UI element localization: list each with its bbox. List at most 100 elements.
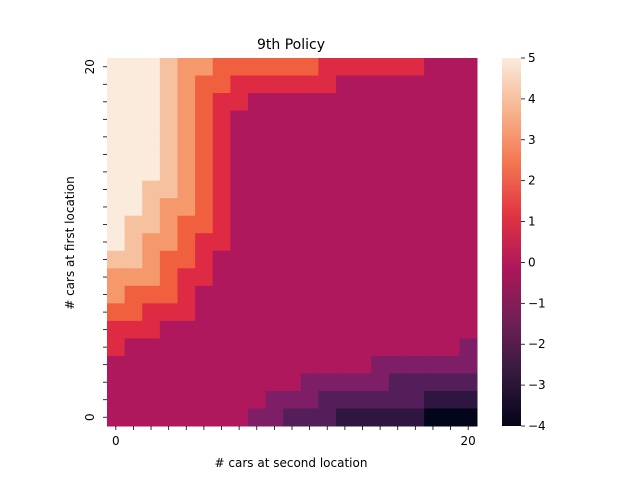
heatmap-cell	[177, 180, 196, 199]
heatmap-cell	[177, 355, 196, 374]
heatmap-cell	[124, 128, 143, 147]
heatmap-cell	[247, 58, 267, 77]
heatmap-cell	[212, 408, 231, 427]
heatmap-cell	[230, 390, 249, 409]
heatmap-cell	[177, 110, 196, 129]
heatmap-cell	[265, 390, 284, 409]
heatmap-cell	[177, 93, 196, 112]
heatmap-cell	[159, 58, 178, 77]
heatmap-cell	[336, 145, 355, 164]
heatmap-cell	[406, 93, 425, 112]
colorbar-tick-label: −4	[528, 419, 546, 433]
heatmap-cell	[212, 285, 231, 304]
heatmap-cell	[107, 320, 126, 339]
heatmap-cell	[230, 75, 249, 94]
heatmap-cell	[388, 215, 408, 234]
heatmap-cell	[388, 285, 408, 304]
heatmap-cell	[247, 250, 267, 269]
heatmap-cell	[406, 338, 425, 357]
heatmap-cell	[318, 180, 337, 199]
x-tick-label: 20	[461, 434, 476, 448]
heatmap-cell	[124, 355, 143, 374]
heatmap-cell	[318, 233, 337, 252]
heatmap-cell	[283, 250, 302, 269]
heatmap-cell	[424, 408, 443, 427]
heatmap-cell	[283, 180, 302, 199]
heatmap-cell	[212, 163, 231, 182]
heatmap-cell	[300, 163, 319, 182]
heatmap-cell	[441, 145, 460, 164]
heatmap-cell	[300, 128, 319, 147]
heatmap-cell	[177, 145, 196, 164]
colorbar-tick-label: 0	[528, 255, 536, 269]
heatmap-cell	[124, 320, 143, 339]
heatmap-cell	[142, 75, 161, 94]
heatmap-cell	[212, 303, 231, 322]
heatmap-cell	[107, 355, 126, 374]
heatmap-cell	[159, 268, 178, 287]
heatmap-cell	[159, 338, 178, 357]
heatmap-cell	[177, 268, 196, 287]
heatmap-cell	[247, 110, 267, 129]
heatmap-cell	[406, 408, 425, 427]
heatmap-cell	[247, 390, 267, 409]
heatmap-cell	[265, 180, 284, 199]
heatmap-cell	[406, 215, 425, 234]
heatmap-cell	[424, 250, 443, 269]
heatmap-cell	[159, 75, 178, 94]
heatmap-cell	[318, 285, 337, 304]
heatmap-cell	[406, 268, 425, 287]
heatmap-cell	[441, 408, 460, 427]
heatmap-cell	[459, 285, 478, 304]
heatmap-cell	[336, 163, 355, 182]
heatmap-cell	[177, 215, 196, 234]
heatmap-cell	[371, 408, 390, 427]
heatmap-cell	[177, 303, 196, 322]
heatmap-cell	[195, 303, 214, 322]
heatmap-cell	[212, 75, 231, 94]
heatmap-cell	[107, 75, 126, 94]
heatmap-cell	[388, 303, 408, 322]
heatmap-cell	[353, 408, 372, 427]
heatmap-cell	[247, 128, 267, 147]
heatmap-cell	[107, 58, 126, 77]
heatmap-cell	[318, 75, 337, 94]
heatmap-cell	[371, 75, 390, 94]
heatmap-cell	[424, 58, 443, 77]
heatmap-cell	[283, 58, 302, 77]
heatmap-cell	[230, 180, 249, 199]
heatmap-cell	[265, 145, 284, 164]
heatmap-cell	[212, 128, 231, 147]
heatmap-cell	[283, 128, 302, 147]
heatmap-cell	[441, 355, 460, 374]
heatmap-cell	[265, 163, 284, 182]
heatmap-cell	[230, 338, 249, 357]
heatmap-cell	[265, 75, 284, 94]
x-axis-label: # cars at second location	[215, 456, 368, 470]
heatmap-cell	[195, 58, 214, 77]
heatmap-cell	[406, 128, 425, 147]
heatmap-cell	[459, 180, 478, 199]
heatmap-cell	[441, 198, 460, 217]
heatmap-cell	[177, 408, 196, 427]
heatmap-cell	[300, 93, 319, 112]
heatmap-cell	[230, 163, 249, 182]
heatmap-cell	[195, 145, 214, 164]
heatmap-cell	[142, 373, 161, 392]
heatmap-cell	[283, 373, 302, 392]
heatmap-cell	[424, 268, 443, 287]
heatmap-cell	[406, 58, 425, 77]
heatmap-cell	[283, 338, 302, 357]
heatmap-cell	[459, 198, 478, 217]
heatmap-cell	[283, 198, 302, 217]
heatmap-cell	[424, 163, 443, 182]
heatmap-cell	[265, 338, 284, 357]
heatmap-cell	[177, 163, 196, 182]
heatmap-cell	[142, 338, 161, 357]
heatmap-cell	[107, 373, 126, 392]
heatmap-cell	[195, 338, 214, 357]
heatmap-cell	[336, 408, 355, 427]
heatmap-cell	[159, 128, 178, 147]
heatmap-cell	[247, 145, 267, 164]
heatmap-cell	[195, 93, 214, 112]
